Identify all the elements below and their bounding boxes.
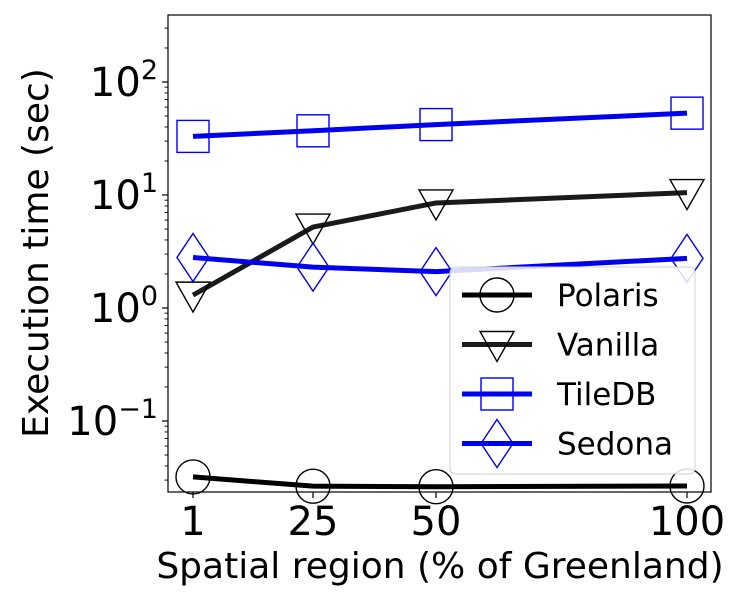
data-point-polaris-25 — [295, 468, 331, 504]
x-axis: 1 25 50 100 — [180, 492, 725, 545]
y-tick-label-0: 10−1 — [67, 394, 158, 445]
data-point-vanilla-100 — [668, 178, 706, 212]
y-axis-title: Execution time (sec) — [16, 68, 57, 438]
data-point-sedona-50 — [419, 246, 453, 297]
y-tick-label-2: 101 — [90, 168, 158, 219]
series-line-tiledb — [192, 110, 688, 139]
x-tick-label-50: 50 — [411, 499, 462, 545]
data-point-sedona-25 — [296, 241, 330, 293]
data-point-vanilla-25 — [294, 213, 332, 246]
y-axis: 10−1 100 101 102 — [67, 27, 168, 481]
data-point-tiledb-25 — [296, 114, 330, 148]
plot-frame — [167, 14, 712, 493]
legend-label-tiledb: TileDB — [556, 377, 656, 413]
legend-label-sedona: Sedona — [557, 427, 673, 463]
data-point-sedona-1 — [176, 232, 210, 283]
legend: Polaris Vanilla TileDB Sedona — [449, 266, 696, 475]
y-tick-label-1: 100 — [90, 281, 158, 332]
y-tick-label-3: 102 — [90, 55, 158, 106]
x-tick-label-1: 1 — [180, 499, 205, 545]
x-tick-label-25: 25 — [288, 499, 339, 545]
x-tick-label-100: 100 — [649, 499, 725, 545]
legend-box — [449, 266, 696, 475]
legend-marker-vanilla — [478, 330, 516, 363]
legend-marker-polaris — [479, 277, 515, 313]
legend-marker-tiledb — [480, 377, 514, 411]
series-line-sedona — [192, 254, 688, 275]
series-line-polaris — [192, 474, 688, 490]
data-point-tiledb-1 — [176, 119, 210, 154]
data-point-tiledb-100 — [670, 96, 704, 130]
x-axis-title: Spatial region (% of Greenland) — [156, 546, 723, 587]
legend-label-vanilla: Vanilla — [557, 328, 659, 364]
legend-label-polaris: Polaris — [557, 278, 659, 314]
data-point-polaris-50 — [418, 469, 454, 505]
plot-lines — [191, 110, 688, 490]
data-point-tiledb-50 — [419, 107, 453, 142]
legend-marker-sedona — [480, 418, 514, 469]
data-point-vanilla-50 — [417, 189, 455, 222]
